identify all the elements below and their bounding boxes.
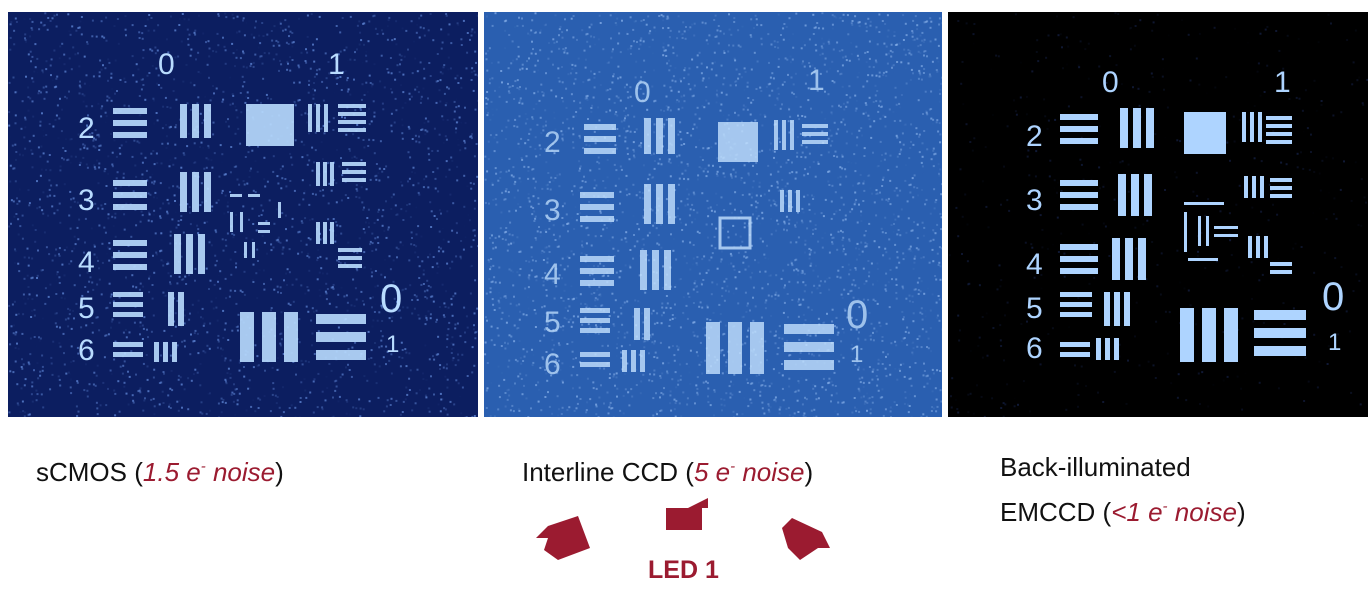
led-label: LED 1: [648, 556, 719, 584]
emccd-left-number-4: 4: [1026, 248, 1043, 281]
ccd-top-number-1: 1: [808, 64, 825, 97]
left-arrow-icon: [536, 516, 590, 560]
scmos-right-number-1: 1: [386, 331, 399, 358]
scmos-caption-label: sCMOS (: [36, 457, 143, 487]
scmos-left-number-6: 6: [78, 334, 95, 367]
emccd-caption-line1: Back-illuminated: [1000, 452, 1191, 482]
scmos-noise-value: 1.5 e: [142, 457, 201, 487]
emccd-noise-value: <1 e: [1111, 497, 1163, 527]
emccd-image: 0 1 2 3 4 5 6 0 1: [948, 12, 1368, 417]
emccd-top-number-1: 1: [1274, 66, 1291, 99]
ccd-left-number-2: 2: [544, 126, 561, 159]
ccd-caption-close: ): [804, 457, 814, 487]
ccd-right-number-0: 0: [846, 293, 868, 337]
scmos-top-number-1: 1: [328, 48, 345, 81]
ccd-caption: Interline CCD (5 e- noise): [522, 450, 813, 489]
ccd-left-number-6: 6: [544, 348, 561, 381]
scmos-caption: sCMOS (1.5 e- noise): [36, 450, 284, 489]
scmos-left-number-2: 2: [78, 112, 95, 145]
ccd-right-number-1: 1: [850, 341, 863, 368]
emccd-top-number-0: 0: [1102, 66, 1119, 99]
scmos-left-number-4: 4: [78, 246, 95, 279]
scmos-caption-close: ): [275, 457, 284, 487]
scmos-noise-sup: -: [200, 458, 206, 475]
right-arrow-icon: [782, 518, 830, 560]
ccd-caption-label: Interline CCD (: [522, 457, 694, 487]
emccd-right-number-1: 1: [1328, 329, 1341, 356]
scmos-right-number-0: 0: [380, 277, 402, 321]
emccd-left-number-5: 5: [1026, 292, 1043, 325]
ccd-left-number-5: 5: [544, 306, 561, 339]
emccd-right-number-0: 0: [1322, 275, 1344, 319]
emccd-left-number-6: 6: [1026, 332, 1043, 365]
up-arrow-icon: [660, 498, 708, 530]
interline-ccd-resolution-target: 0 1 2 3 4 5 6 0 1: [484, 12, 942, 417]
emccd-noise-unit: noise: [1167, 497, 1237, 527]
emccd-resolution-target: 0 1 2 3 4 5 6 0 1: [948, 12, 1368, 417]
emccd-caption-label: EMCCD (: [1000, 497, 1112, 527]
emccd-caption-close: ): [1236, 497, 1246, 527]
scmos-image: 0 1 2 3 4 5 6 0 1: [8, 12, 478, 417]
ccd-noise-sup: -: [730, 458, 736, 475]
ccd-noise-unit: noise: [735, 457, 805, 487]
emccd-left-number-2: 2: [1026, 120, 1043, 153]
scmos-left-number-5: 5: [78, 292, 95, 325]
interline-ccd-image: 0 1 2 3 4 5 6 0 1: [484, 12, 942, 417]
scmos-left-number-3: 3: [78, 184, 95, 217]
emccd-noise-sup: -: [1162, 498, 1168, 515]
ccd-left-number-3: 3: [544, 194, 561, 227]
led-arrows: [536, 498, 830, 560]
scmos-top-number-0: 0: [158, 48, 175, 81]
emccd-left-number-3: 3: [1026, 184, 1043, 217]
emccd-caption: Back-illuminated EMCCD (<1 e- noise): [1000, 450, 1246, 529]
ccd-left-number-4: 4: [544, 258, 561, 291]
scmos-resolution-target: 0 1 2 3 4 5 6 0 1: [8, 12, 478, 417]
ccd-noise-value: 5 e: [693, 457, 731, 487]
scmos-noise-unit: noise: [205, 457, 276, 487]
ccd-top-number-0: 0: [634, 76, 651, 109]
